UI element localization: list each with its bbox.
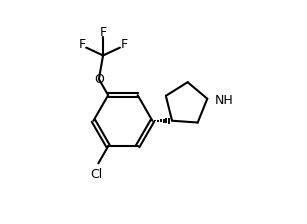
Text: O: O [94,73,104,86]
Text: F: F [78,38,85,51]
Text: F: F [99,26,107,39]
Text: F: F [121,38,128,51]
Text: Cl: Cl [90,168,102,181]
Text: NH: NH [215,94,234,107]
